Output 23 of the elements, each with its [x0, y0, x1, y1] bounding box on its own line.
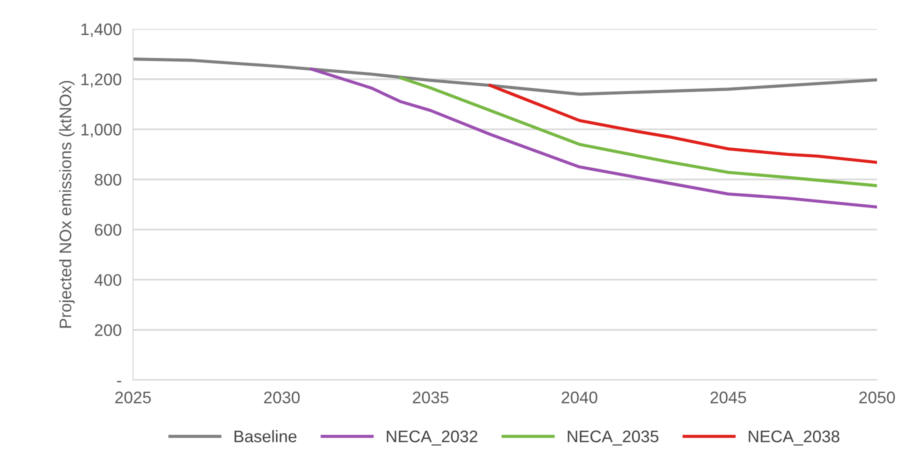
legend-label: NECA_2032	[386, 430, 478, 446]
line-series	[488, 84, 877, 164]
x-tick-label: 2035	[412, 392, 448, 404]
y-tick-label: 800	[94, 174, 122, 186]
y-axis-title: Projected NOx emissions (ktNOx)	[59, 80, 75, 328]
legend-label: NECA_2035	[568, 430, 658, 446]
y-tick-label: -	[117, 380, 122, 382]
x-tick-label: 2050	[859, 392, 895, 404]
legend-label: Baseline	[234, 430, 296, 442]
line-series	[310, 68, 877, 209]
line-series	[133, 58, 877, 96]
y-tick-label: 400	[94, 274, 122, 286]
x-tick-label: 2030	[264, 392, 300, 404]
y-tick-label: 200	[94, 324, 122, 336]
y-tick-label: 1,400	[81, 23, 122, 38]
legend-label: NECA_2038	[748, 430, 840, 446]
y-tick-label: 1,200	[81, 74, 122, 88]
x-tick-label: 2045	[710, 392, 746, 404]
line-series	[399, 76, 877, 188]
y-tick-label: 600	[94, 224, 122, 236]
y-tick-label: 1,000	[81, 124, 122, 138]
x-tick-label: 2040	[562, 392, 598, 404]
x-tick-label: 2025	[115, 392, 151, 404]
